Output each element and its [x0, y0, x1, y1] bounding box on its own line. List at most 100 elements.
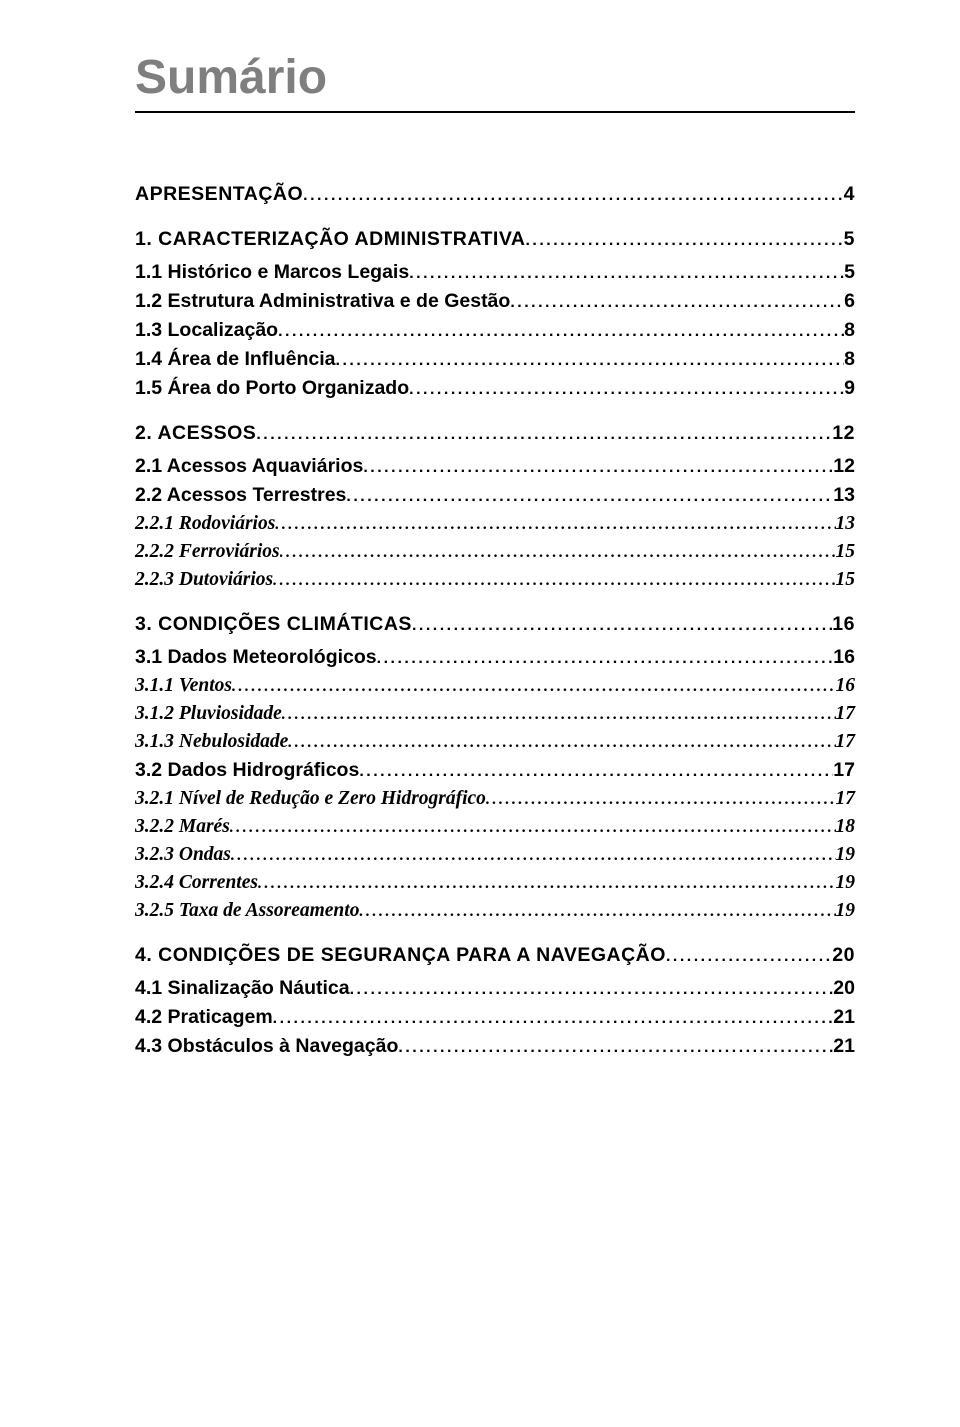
- toc-leader-dots: [398, 1039, 833, 1057]
- toc-label: 4. CONDIÇÕES DE SEGURANÇA PARA A NAVEGAÇ…: [135, 944, 666, 967]
- toc-page-number: 12: [833, 455, 855, 478]
- toc-entry: 3. CONDIÇÕES CLIMÁTICAS 16: [135, 613, 855, 636]
- toc-label: 1.1 Histórico e Marcos Legais: [135, 261, 409, 284]
- toc-leader-dots: [377, 650, 834, 668]
- toc-page-number: 12: [832, 422, 855, 445]
- toc-label: 3.2.4 Correntes: [135, 872, 258, 894]
- toc-label: 1.3 Localização: [135, 319, 278, 342]
- toc-page-number: 5: [844, 228, 855, 251]
- toc-entry: 1.1 Histórico e Marcos Legais 5: [135, 261, 855, 284]
- toc-label: 3.2.1 Nível de Redução e Zero Hidrográfi…: [135, 788, 486, 810]
- toc-leader-dots: [525, 232, 843, 250]
- toc-leader-dots: [359, 903, 835, 921]
- toc-page-number: 17: [836, 788, 856, 810]
- toc-leader-dots: [359, 763, 833, 781]
- toc-page-number: 9: [844, 377, 855, 400]
- toc-entry: 3.1.2 Pluviosidade 17: [135, 703, 855, 725]
- toc-label: 2. ACESSOS: [135, 422, 256, 445]
- toc-label: 3.2.5 Taxa de Assoreamento: [135, 900, 359, 922]
- toc-page-number: 17: [833, 759, 855, 782]
- toc-page-number: 16: [836, 675, 856, 697]
- toc-entry: 2. ACESSOS 12: [135, 422, 855, 445]
- toc-label: 1.5 Área do Porto Organizado: [135, 377, 409, 400]
- toc-entry: 2.1 Acessos Aquaviários 12: [135, 455, 855, 478]
- toc-entry: 3.1.3 Nebulosidade 17: [135, 731, 855, 753]
- toc-page-number: 13: [836, 513, 856, 535]
- toc-label: 1. CARACTERIZAÇÃO ADMINISTRATIVA: [135, 228, 525, 251]
- toc-leader-dots: [231, 847, 836, 865]
- toc-leader-dots: [666, 948, 832, 966]
- toc-page-number: 15: [836, 541, 856, 563]
- toc-leader-dots: [412, 617, 832, 635]
- toc-leader-dots: [409, 381, 844, 399]
- toc-label: APRESENTAÇÃO: [135, 183, 303, 206]
- toc-page-number: 19: [836, 844, 856, 866]
- toc-entry: 1.4 Área de Influência 8: [135, 348, 855, 371]
- toc-label: 3.2.2 Marés: [135, 816, 230, 838]
- toc-entry: 3.2.4 Correntes 19: [135, 872, 855, 894]
- toc-page-number: 20: [832, 944, 855, 967]
- toc-label: 3.1.3 Nebulosidade: [135, 731, 288, 753]
- toc-entry: 3.2.2 Marés 18: [135, 816, 855, 838]
- toc-label: 4.1 Sinalização Náutica: [135, 977, 350, 1000]
- toc-label: 4.3 Obstáculos à Navegação: [135, 1035, 398, 1058]
- toc-page-number: 5: [844, 261, 855, 284]
- toc-label: 2.2.3 Dutoviários: [135, 569, 273, 591]
- toc-entry: 2.2.2 Ferroviários 15: [135, 541, 855, 563]
- page-title: Sumário: [135, 50, 855, 113]
- toc-page-number: 15: [836, 569, 856, 591]
- toc-label: 3.1 Dados Meteorológicos: [135, 646, 377, 669]
- toc-entry: 3.2 Dados Hidrográficos17: [135, 759, 855, 782]
- toc-page-number: 8: [844, 319, 855, 342]
- toc-page-number: 13: [833, 484, 855, 507]
- toc-entry: 3.1.1 Ventos 16: [135, 675, 855, 697]
- toc-label: 2.2.2 Ferroviários: [135, 541, 280, 563]
- toc-page-number: 17: [836, 703, 856, 725]
- toc-label: 3.1.2 Pluviosidade: [135, 703, 282, 725]
- toc-label: 3. CONDIÇÕES CLIMÁTICAS: [135, 613, 412, 636]
- toc-entry: 2.2.1 Rodoviários 13: [135, 513, 855, 535]
- toc-label: 2.2.1 Rodoviários: [135, 513, 275, 535]
- toc-leader-dots: [350, 981, 834, 999]
- toc-entry: 4.2 Praticagem 21: [135, 1006, 855, 1029]
- toc-page-number: 8: [844, 348, 855, 371]
- toc-label: 1.4 Área de Influência: [135, 348, 336, 371]
- toc-page-number: 19: [836, 900, 856, 922]
- toc-entry: 3.1 Dados Meteorológicos 16: [135, 646, 855, 669]
- toc-entry: 4. CONDIÇÕES DE SEGURANÇA PARA A NAVEGAÇ…: [135, 944, 855, 967]
- toc-page-number: 21: [833, 1006, 855, 1029]
- toc-leader-dots: [232, 678, 836, 696]
- toc-leader-dots: [258, 875, 836, 893]
- toc-leader-dots: [409, 265, 844, 283]
- toc-leader-dots: [256, 426, 832, 444]
- toc-leader-dots: [282, 706, 836, 724]
- toc-page-number: 21: [833, 1035, 855, 1058]
- toc-label: 4.2 Praticagem: [135, 1006, 273, 1029]
- toc-page-number: 16: [833, 646, 855, 669]
- toc-entry: 3.2.1 Nível de Redução e Zero Hidrográfi…: [135, 788, 855, 810]
- toc-leader-dots: [336, 352, 845, 370]
- toc-entry: 1. CARACTERIZAÇÃO ADMINISTRATIVA 5: [135, 228, 855, 251]
- toc-leader-dots: [363, 459, 833, 477]
- toc-page-number: 4: [844, 183, 855, 206]
- toc-leader-dots: [273, 1010, 834, 1028]
- toc-leader-dots: [346, 488, 833, 506]
- toc-page-number: 6: [844, 290, 855, 313]
- toc-page-number: 20: [833, 977, 855, 1000]
- toc-entry: 2.2.3 Dutoviários 15: [135, 569, 855, 591]
- toc-label: 2.1 Acessos Aquaviários: [135, 455, 363, 478]
- toc-label: 1.2 Estrutura Administrativa e de Gestão: [135, 290, 510, 313]
- toc-label: 3.2.3 Ondas: [135, 844, 231, 866]
- toc-page-number: 18: [836, 816, 856, 838]
- toc-leader-dots: [273, 572, 835, 590]
- toc-page-number: 17: [836, 731, 856, 753]
- toc-entry: 4.3 Obstáculos à Navegação 21: [135, 1035, 855, 1058]
- toc-leader-dots: [288, 734, 835, 752]
- toc-leader-dots: [278, 323, 844, 341]
- toc-leader-dots: [280, 544, 836, 562]
- toc-leader-dots: [510, 294, 844, 312]
- toc-entry: 2.2 Acessos Terrestres13: [135, 484, 855, 507]
- toc-entry: 4.1 Sinalização Náutica 20: [135, 977, 855, 1000]
- toc-page-number: 16: [832, 613, 855, 636]
- table-of-contents: APRESENTAÇÃO 4 1. CARACTERIZAÇÃO ADMINISTR…: [135, 183, 855, 1058]
